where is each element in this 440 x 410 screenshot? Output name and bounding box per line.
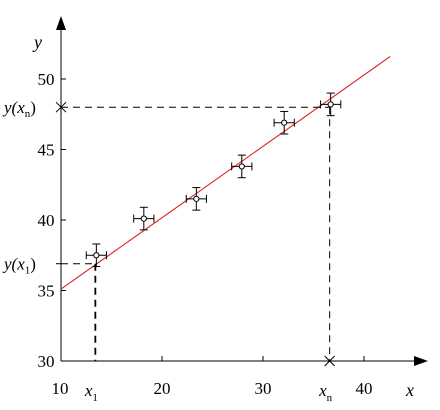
x-axis-label: x <box>405 380 414 400</box>
y-guide-label: y(x1) <box>2 255 36 277</box>
data-point <box>185 187 207 211</box>
point-marker <box>238 163 245 170</box>
point-marker <box>193 195 200 202</box>
point-marker <box>93 252 100 259</box>
point-marker <box>140 215 147 222</box>
x-tick-label: 10 <box>52 379 69 398</box>
data-point <box>320 92 342 117</box>
fit-line <box>60 55 391 290</box>
y-guide-label: y(xn) <box>2 98 36 120</box>
data-point <box>133 206 155 231</box>
y-tick-label: 50 <box>38 70 55 89</box>
x-guide-label: x1 <box>84 381 98 404</box>
y-tick-label: 35 <box>38 282 55 301</box>
point-marker <box>327 101 334 108</box>
x-axis-cross-marker <box>324 355 336 367</box>
y-tick-label: 30 <box>38 352 55 371</box>
point-marker <box>281 119 288 126</box>
data-point <box>273 110 295 135</box>
data-point <box>85 243 107 268</box>
y-axis-cross-marker <box>55 101 67 113</box>
data-point <box>231 154 253 179</box>
x-tick-label: 30 <box>255 379 272 398</box>
y-tick-label: 45 <box>38 141 55 160</box>
y-axis-label: y <box>32 32 42 52</box>
x-axis-arrowhead <box>414 356 428 366</box>
y-axis-arrowhead <box>56 16 66 30</box>
x-tick-label: 20 <box>154 379 171 398</box>
x-tick-label: 40 <box>356 379 373 398</box>
x-guide-label: xn <box>318 381 333 404</box>
y-tick-label: 40 <box>38 211 55 230</box>
